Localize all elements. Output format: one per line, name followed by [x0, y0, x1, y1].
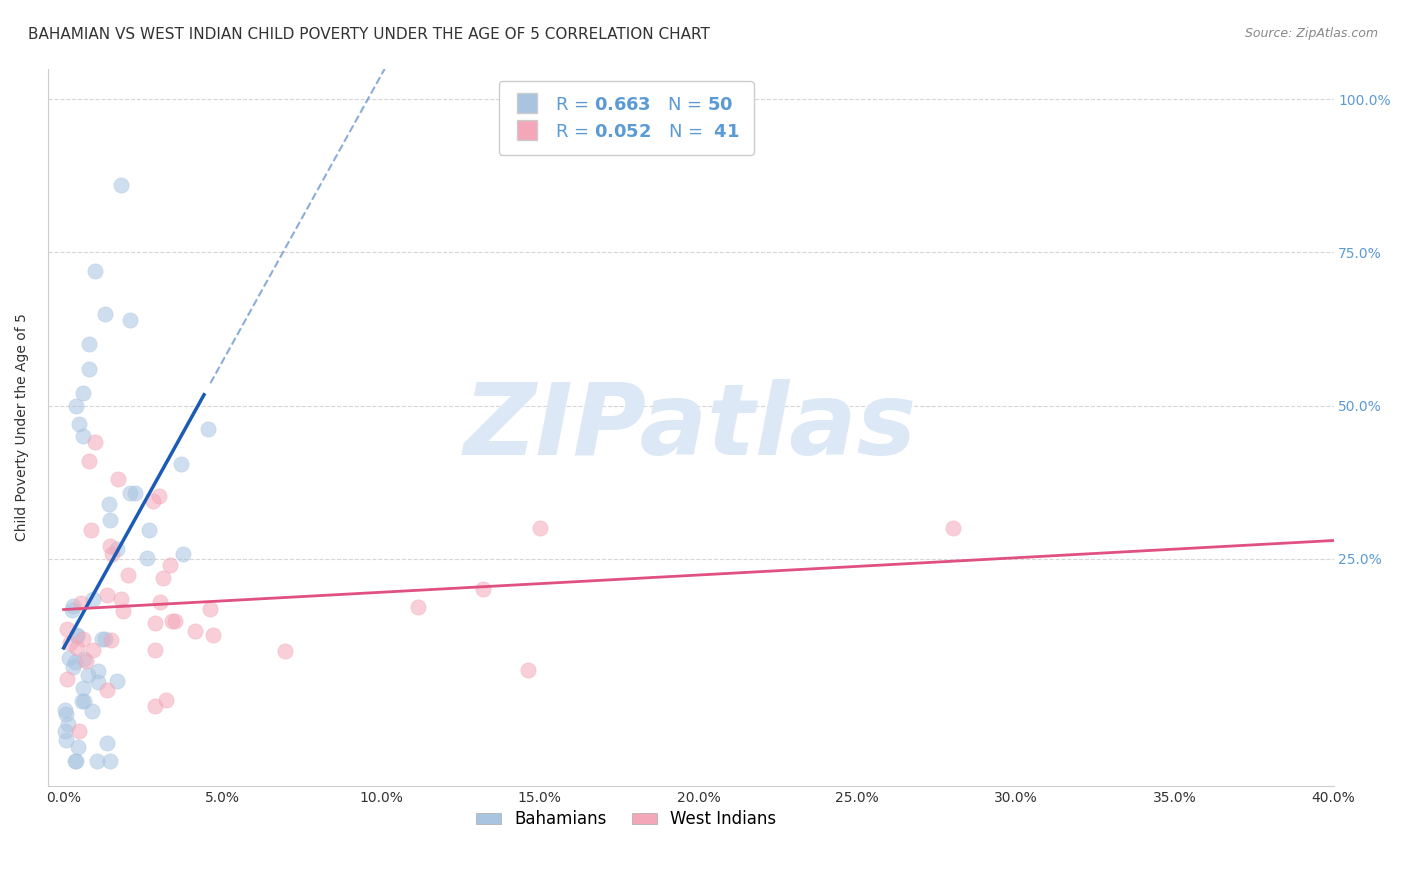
Point [73, 652, 96, 666]
Y-axis label: Child Poverty Under the Age of 5: Child Poverty Under the Age of 5 [15, 313, 30, 541]
Point [406, 600, 429, 615]
Point [472, 582, 495, 597]
Point [75, 654, 97, 668]
Point [84, 264, 107, 278]
Point [87, 674, 110, 689]
Point [201, 628, 224, 642]
Point [80, 523, 103, 537]
Point [65, 399, 87, 413]
Point [55, 707, 77, 722]
Point [70, 694, 93, 708]
Point [98, 513, 121, 527]
Point [82, 643, 104, 657]
Point [105, 541, 128, 556]
Point [63, 754, 86, 768]
Point [124, 486, 146, 500]
Point [98, 754, 121, 768]
Point [58, 717, 80, 731]
Point [941, 521, 963, 535]
Text: BAHAMIAN VS WEST INDIAN CHILD POVERTY UNDER THE AGE OF 5 CORRELATION CHART: BAHAMIAN VS WEST INDIAN CHILD POVERTY UN… [28, 27, 710, 42]
Point [62, 660, 84, 674]
Point [66, 628, 89, 642]
Point [66, 640, 89, 655]
Point [84, 435, 107, 450]
Point [69, 596, 91, 610]
Point [197, 422, 219, 436]
Point [65, 754, 87, 768]
Point [105, 673, 128, 688]
Point [53, 703, 76, 717]
Point [165, 614, 187, 628]
Point [56, 673, 79, 687]
Point [100, 633, 122, 648]
Point [149, 594, 172, 608]
Point [53, 724, 76, 739]
Point [143, 699, 166, 714]
Point [80, 704, 103, 718]
Point [63, 656, 86, 670]
Point [107, 472, 129, 486]
Point [97, 497, 120, 511]
Point [100, 547, 122, 561]
Point [110, 178, 132, 192]
Point [170, 457, 193, 471]
Text: ZIPatlas: ZIPatlas [464, 378, 917, 475]
Point [155, 693, 177, 707]
Point [72, 632, 94, 646]
Point [117, 568, 139, 582]
Point [120, 485, 142, 500]
Point [96, 588, 118, 602]
Point [77, 362, 100, 376]
Point [159, 558, 181, 573]
Point [110, 592, 132, 607]
Point [142, 494, 165, 508]
Point [73, 694, 96, 708]
Point [77, 454, 100, 468]
Point [274, 644, 297, 658]
Point [136, 550, 159, 565]
Point [58, 650, 80, 665]
Point [143, 616, 166, 631]
Point [59, 636, 82, 650]
Point [93, 632, 115, 647]
Point [183, 624, 205, 638]
Legend: Bahamians, West Indians: Bahamians, West Indians [470, 804, 783, 835]
Point [98, 540, 121, 554]
Point [72, 681, 94, 696]
Point [60, 603, 83, 617]
Point [111, 604, 134, 618]
Point [56, 623, 79, 637]
Point [55, 733, 77, 747]
Point [516, 663, 538, 677]
Point [62, 599, 84, 613]
Point [96, 683, 118, 698]
Point [72, 429, 94, 443]
Point [67, 740, 90, 755]
Point [152, 571, 174, 585]
Point [143, 643, 166, 657]
Point [77, 337, 100, 351]
Point [172, 547, 194, 561]
Point [91, 632, 114, 646]
Point [94, 307, 117, 321]
Point [67, 723, 90, 738]
Point [162, 614, 184, 628]
Point [82, 591, 104, 606]
Point [76, 668, 98, 682]
Text: Source: ZipAtlas.com: Source: ZipAtlas.com [1244, 27, 1378, 40]
Point [529, 521, 551, 535]
Point [138, 523, 160, 537]
Point [86, 754, 108, 768]
Point [66, 629, 89, 643]
Point [72, 386, 94, 401]
Point [96, 736, 118, 750]
Point [87, 665, 110, 679]
Point [69, 417, 91, 431]
Point [120, 313, 142, 327]
Point [198, 602, 221, 616]
Point [148, 489, 170, 503]
